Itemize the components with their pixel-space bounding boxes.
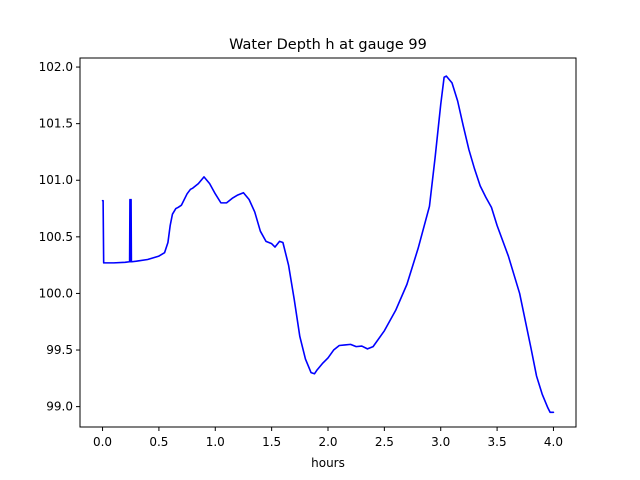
y-tick-label: 102.0: [39, 60, 73, 74]
y-axis-ticks: 99.0 99.5 100.0 100.5 101.0 101.5 102.0: [39, 60, 80, 414]
series-line-0: [101, 75, 555, 414]
x-tick-label: 2.0: [318, 435, 337, 449]
x-axis-label: hours: [311, 456, 345, 470]
x-axis-ticks: 0.0 0.5 1.0 1.5 2.0 2.5 3.0 3.5 4.0: [93, 427, 563, 449]
plot-area: [79, 57, 577, 428]
x-tick-label: 3.5: [488, 435, 507, 449]
x-tick-label: 4.0: [544, 435, 563, 449]
y-tick-label: 99.0: [46, 400, 73, 414]
x-tick-label: 2.5: [375, 435, 394, 449]
y-tick-label: 101.5: [39, 117, 73, 131]
y-tick-label: 100.5: [39, 230, 73, 244]
chart-title: Water Depth h at gauge 99: [229, 37, 427, 53]
plot-frame: [79, 57, 577, 428]
x-tick-label: 1.5: [262, 435, 281, 449]
x-tick-label: 0.0: [93, 435, 112, 449]
y-tick-label: 101.0: [39, 173, 73, 187]
y-tick-label: 100.0: [39, 286, 73, 300]
x-tick-label: 1.0: [206, 435, 225, 449]
x-tick-label: 3.0: [431, 435, 450, 449]
x-tick-label: 0.5: [149, 435, 168, 449]
y-tick-label: 99.5: [46, 343, 73, 357]
